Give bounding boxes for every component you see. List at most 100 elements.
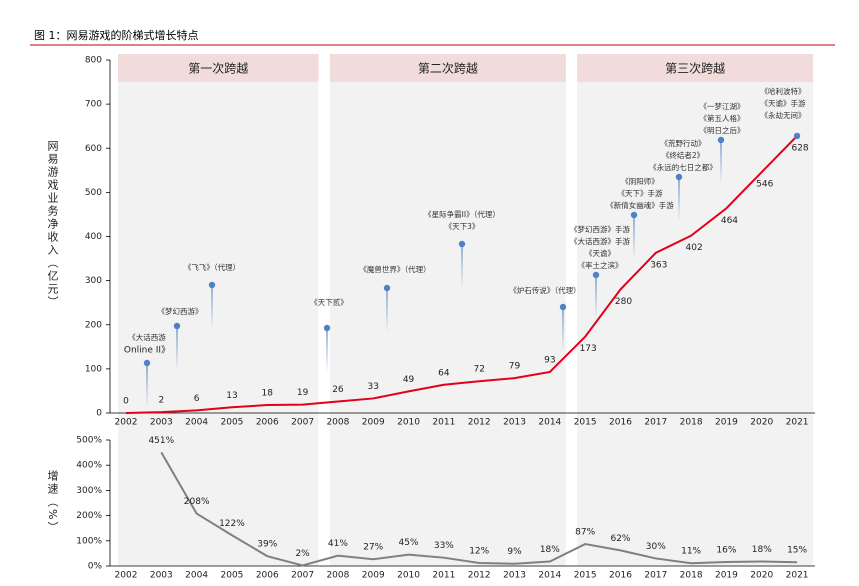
x-tick-label: 2006	[256, 571, 279, 581]
y-axis-label: 网易游戏业务净收入（亿元）	[46, 140, 59, 309]
data-label: 280	[615, 297, 632, 307]
data-label: 18	[262, 389, 274, 399]
annotation-text: 《炉石传说》（代理）	[509, 285, 580, 295]
x-tick-label: 2019	[715, 418, 738, 428]
data-label: 27%	[363, 543, 383, 553]
x-tick-label: 2015	[574, 571, 597, 581]
x-tick-label: 2015	[574, 418, 597, 428]
y-tick-label: 300%	[76, 486, 102, 496]
y-tick-label: 800	[85, 56, 102, 66]
data-label: 18%	[752, 545, 772, 555]
y-tick-label: 600	[85, 144, 102, 154]
phase-background	[577, 54, 814, 566]
phase-background	[329, 54, 566, 566]
data-label: 15%	[787, 546, 807, 556]
annotation-dot	[630, 211, 638, 219]
annotation-dot	[592, 271, 600, 279]
x-tick-label: 2018	[680, 571, 703, 581]
y-tick-label: 200	[85, 320, 102, 330]
annotation-text: 《天谕》	[585, 248, 615, 258]
phase-header	[329, 54, 566, 82]
y-tick-label: 300	[85, 276, 102, 286]
x-tick-label: 2005	[221, 418, 244, 428]
phase-label: 第三次跨越	[665, 62, 725, 76]
annotation-text: 《飞飞》（代理）	[184, 262, 240, 272]
annotation-dot	[143, 359, 151, 367]
data-label: 79	[509, 362, 521, 372]
annotation-dot	[173, 322, 181, 330]
x-tick-label: 2002	[115, 418, 138, 428]
annotation-dot	[383, 284, 391, 292]
data-label: 49	[403, 375, 415, 385]
phase-background	[118, 54, 319, 566]
x-tick-label: 2017	[644, 571, 667, 581]
annotation-text: 《一梦江湖》	[700, 102, 745, 111]
data-label: 2	[158, 396, 164, 406]
x-tick-label: 2021	[786, 571, 809, 581]
annotation-text: 《魔兽世界》（代理）	[359, 264, 430, 274]
data-label: 64	[438, 368, 450, 378]
annotation-text: 《星际争霸II》（代理）	[424, 209, 500, 219]
annotation-stem	[176, 326, 178, 371]
x-tick-label: 2021	[786, 418, 809, 428]
annotation-text: 《荒野行动》	[661, 138, 706, 148]
annotation-text: 《天下3》	[445, 222, 480, 231]
data-label: 9%	[507, 547, 522, 557]
data-label: 208%	[184, 497, 210, 507]
data-label: 451%	[148, 436, 174, 446]
y-tick-label: 400%	[76, 461, 102, 471]
y-tick-label: 500%	[76, 436, 102, 446]
annotation-text: 《大话西游》手游	[570, 236, 630, 246]
data-label: 93	[544, 355, 555, 365]
annotation-dot	[208, 281, 216, 289]
y-tick-label: 500	[85, 188, 102, 198]
figure-title: 图 1：网易游戏的阶梯式增长特点	[34, 28, 199, 42]
y-tick-label: 200%	[76, 511, 102, 521]
x-tick-label: 2016	[609, 571, 632, 581]
data-label: 72	[473, 365, 484, 375]
x-tick-label: 2020	[750, 418, 773, 428]
x-tick-label: 2003	[150, 418, 173, 428]
x-tick-label: 2014	[538, 571, 561, 581]
x-tick-label: 2020	[750, 571, 773, 581]
annotation-stem	[720, 140, 722, 185]
phase-header	[577, 54, 814, 82]
data-label: 87%	[575, 528, 595, 538]
data-line	[160, 451, 798, 567]
data-label: 2%	[295, 549, 310, 559]
data-label: 122%	[219, 519, 245, 529]
x-tick-label: 2012	[468, 418, 491, 428]
annotation-text: 《新倩女幽魂》手游	[606, 200, 674, 210]
x-tick-label: 2004	[185, 418, 208, 428]
annotation-text: 《率土之滨》	[578, 260, 623, 270]
x-tick-label: 2013	[503, 418, 526, 428]
x-tick-label: 2007	[291, 571, 314, 581]
data-label: 6	[194, 394, 200, 404]
x-tick-label: 2008	[326, 418, 349, 428]
data-label: 173	[580, 344, 597, 354]
annotation-stem	[461, 244, 463, 289]
y-tick-label: 100%	[76, 536, 102, 546]
data-label: 26	[332, 385, 344, 395]
data-label: 45%	[399, 538, 419, 548]
phase-header	[118, 54, 319, 82]
x-tick-label: 2017	[644, 418, 667, 428]
annotation-dot	[458, 240, 466, 248]
x-tick-label: 2009	[362, 418, 385, 428]
annotation-text: 《梦幻西游》手游	[570, 224, 630, 234]
x-tick-label: 2011	[432, 571, 455, 581]
x-tick-label: 2007	[291, 418, 314, 428]
annotation-dot	[323, 324, 331, 332]
y-tick-label: 0	[96, 409, 102, 419]
data-label: 41%	[328, 539, 348, 549]
x-tick-label: 2011	[432, 418, 455, 428]
annotation-dot	[675, 173, 683, 181]
x-tick-label: 2004	[185, 571, 208, 581]
data-label: 402	[686, 243, 703, 253]
data-label: 13	[226, 391, 237, 401]
data-line	[125, 135, 798, 414]
data-label: 33%	[434, 541, 454, 551]
x-tick-label: 2013	[503, 571, 526, 581]
x-tick-label: 2010	[397, 571, 420, 581]
annotation-text: 《天谕》手游	[761, 98, 806, 108]
